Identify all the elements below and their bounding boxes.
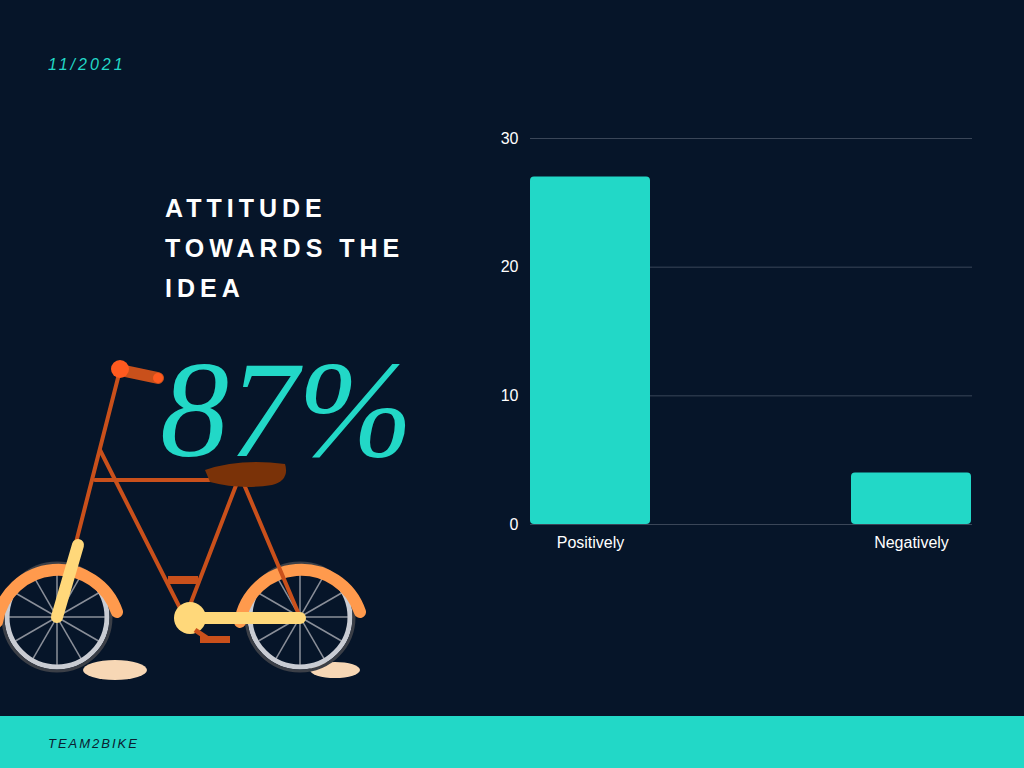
svg-text:Negatively: Negatively bbox=[874, 534, 949, 551]
svg-text:30: 30 bbox=[501, 130, 519, 147]
svg-text:10: 10 bbox=[501, 387, 519, 404]
svg-text:Positively: Positively bbox=[557, 534, 625, 551]
svg-text:0: 0 bbox=[510, 516, 519, 533]
html-text:TEAM2BIKE: TEAM2BIKE bbox=[48, 736, 139, 751]
html-text:87%: 87% bbox=[160, 333, 413, 486]
html-text:11/2021: 11/2021 bbox=[48, 56, 126, 73]
svg-text:20: 20 bbox=[501, 258, 519, 275]
html-text:ATTITUDE TOWARDS THE IDEA: ATTITUDE TOWARDS THE IDEA bbox=[165, 194, 405, 302]
